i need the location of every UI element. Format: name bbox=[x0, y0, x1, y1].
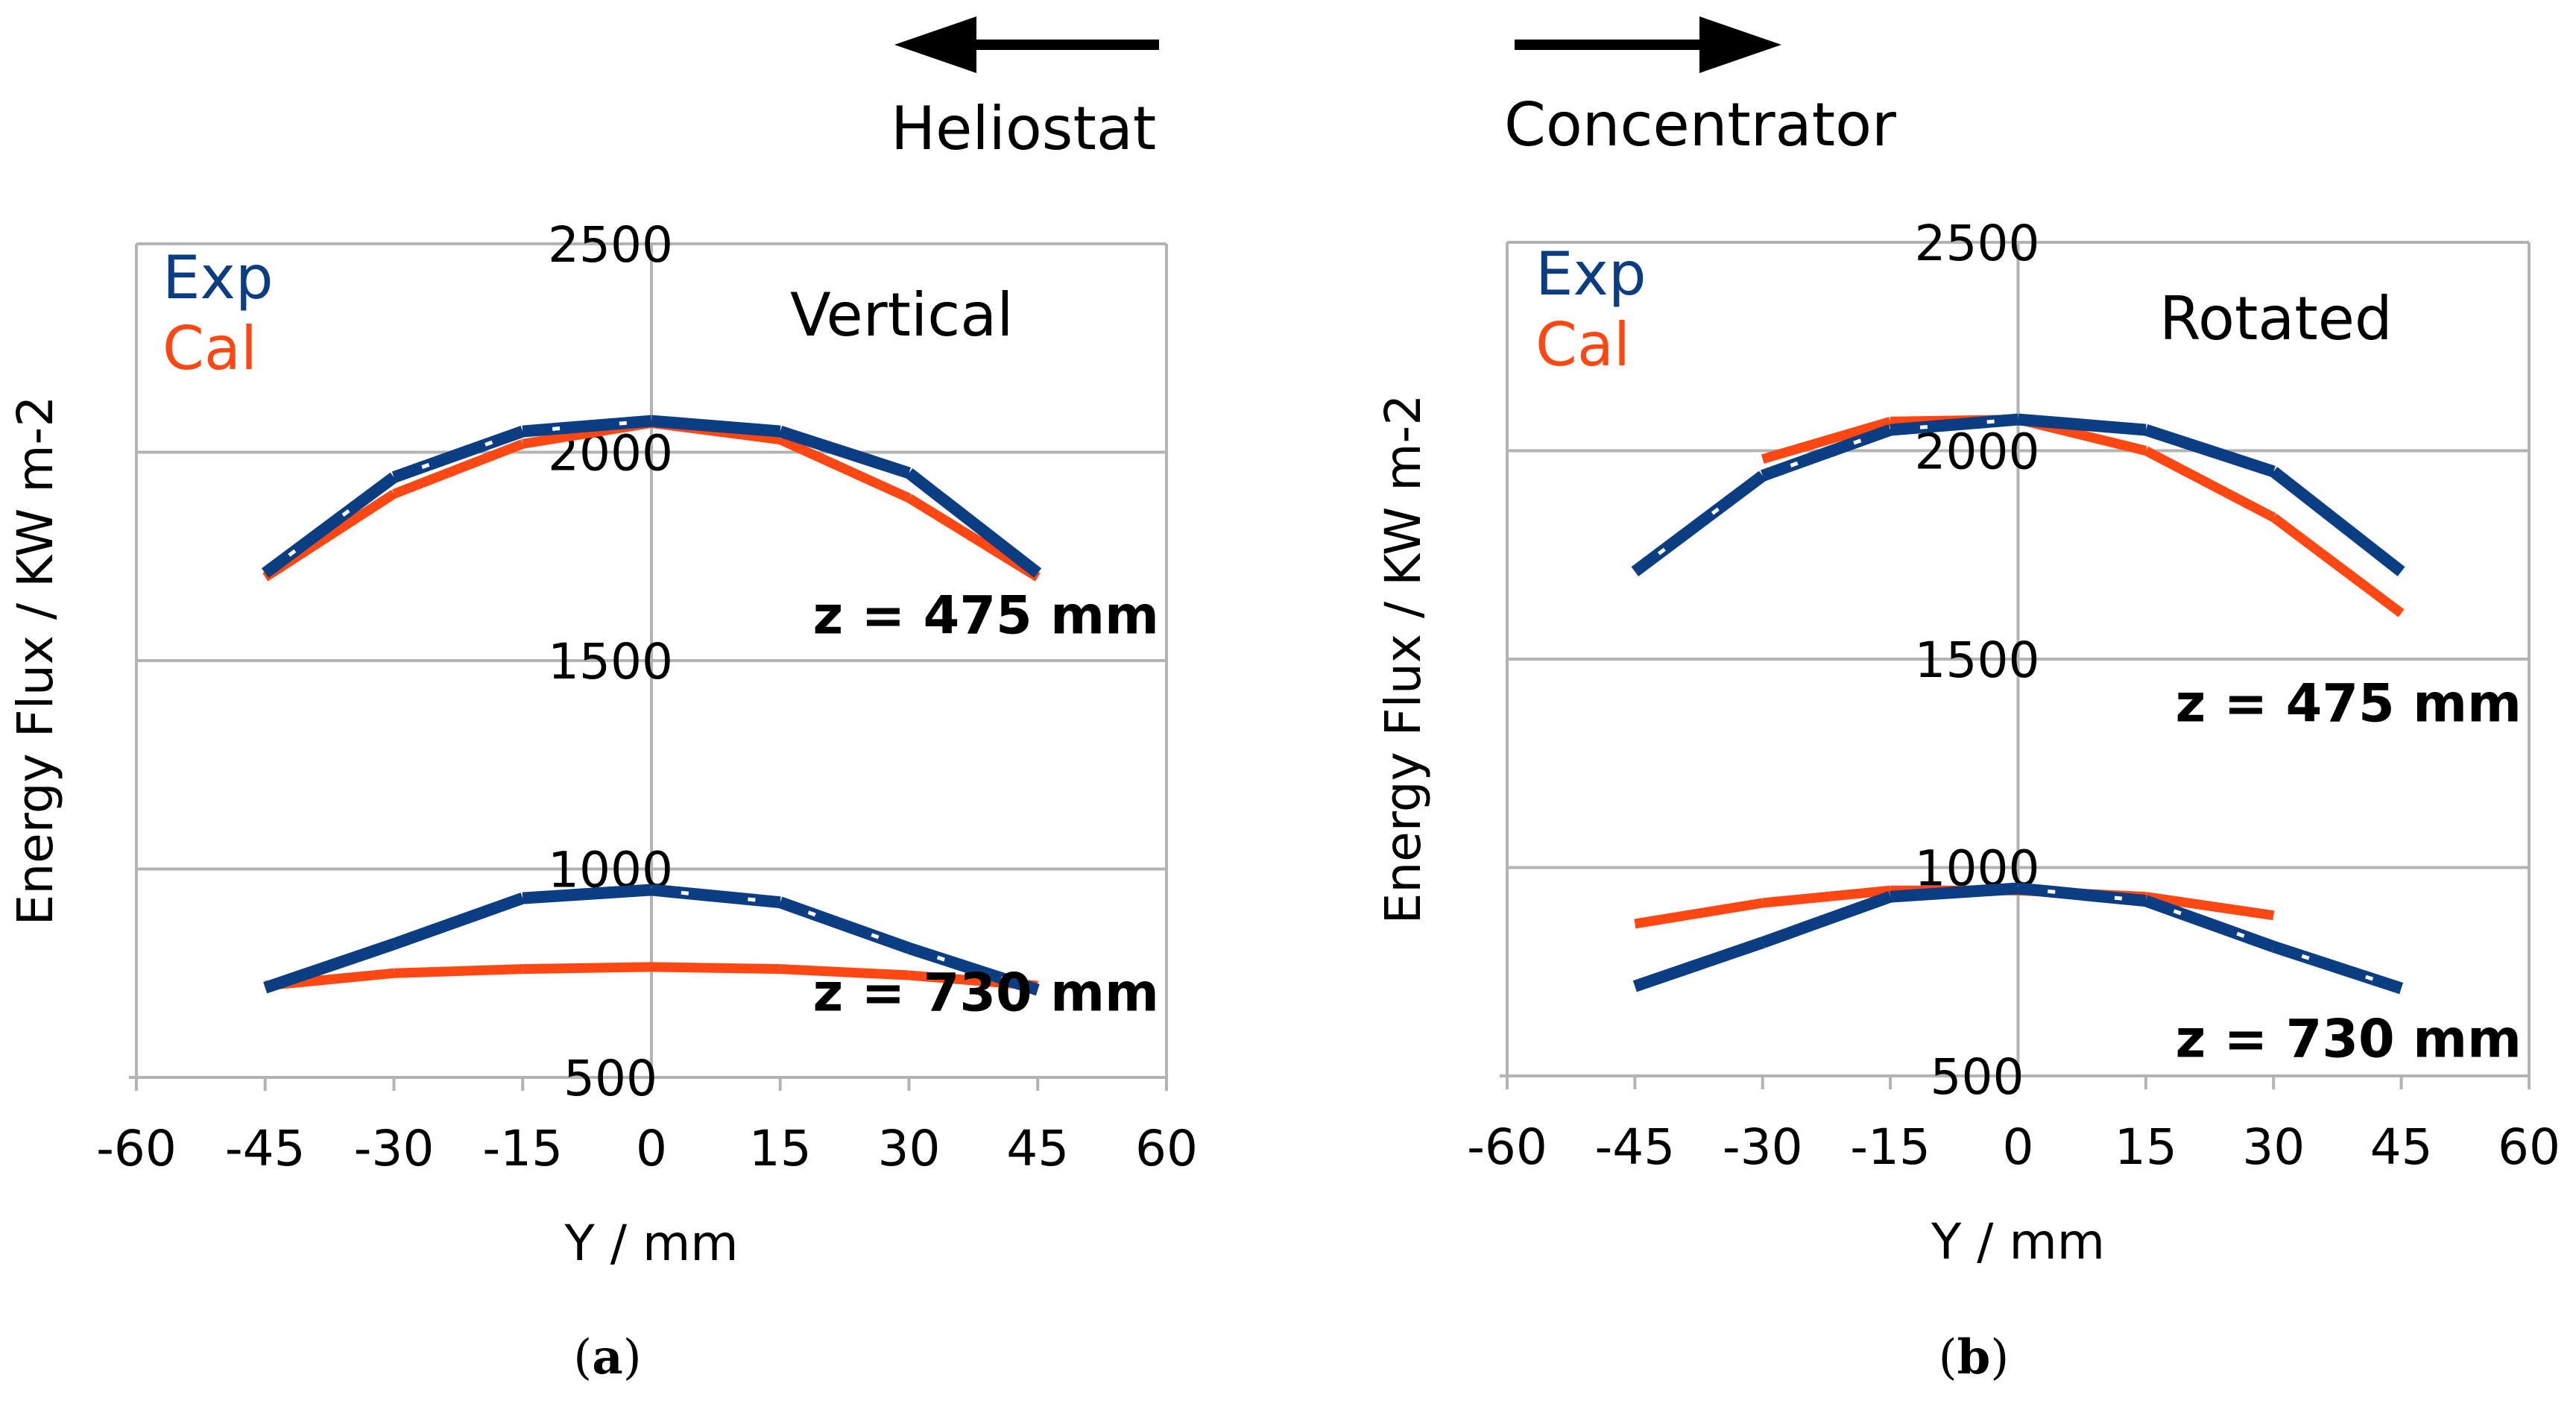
series-line-cal-z475-segment bbox=[778, 435, 912, 503]
left-arrow-head bbox=[894, 16, 976, 73]
x-tick-label: 30 bbox=[878, 1120, 941, 1177]
series-line-cal-z730-segment bbox=[394, 964, 523, 978]
heliostat-label: Heliostat bbox=[891, 94, 1156, 163]
caption-close-paren: ) bbox=[623, 1330, 642, 1385]
caption-letter: b bbox=[1957, 1329, 1991, 1385]
chart-panel-rotated: -60 -45 -30 -15 0 15 30 45 605001000150020002500… bbox=[1374, 215, 2560, 1385]
series-line-cal-z475-segment bbox=[392, 439, 525, 499]
y-tick-label: 2500 bbox=[1915, 215, 2040, 272]
y-tick-label: 1500 bbox=[1915, 632, 2040, 689]
legend-exp: Exp bbox=[1535, 239, 1647, 309]
x-axis-title: Y / mm bbox=[564, 1215, 738, 1272]
series-line-cal-z730-segment bbox=[1762, 885, 1891, 908]
series-line-exp-z730-segment bbox=[2144, 895, 2276, 953]
x-tick-label: 30 bbox=[2242, 1118, 2305, 1176]
x-tick-label: -15 bbox=[1850, 1118, 1931, 1176]
x-tick-label: -60 bbox=[96, 1120, 177, 1177]
series-line-cal-z475-segment bbox=[906, 494, 1041, 582]
y-axis-title: Energy Flux / KW m-2 bbox=[1374, 394, 1432, 925]
series-line-cal-z475-segment bbox=[2270, 513, 2405, 617]
series-line-cal-z730-segment bbox=[780, 964, 909, 980]
x-tick-label: -45 bbox=[1594, 1118, 1675, 1176]
x-tick-label: -15 bbox=[482, 1120, 563, 1177]
series-line-cal-z730-segment bbox=[1634, 898, 1764, 929]
legend-cal: Cal bbox=[162, 314, 257, 383]
series-line-exp-z475-segment bbox=[905, 468, 1042, 578]
series-line-exp-z730-segment bbox=[907, 942, 1040, 996]
x-tick-label: 15 bbox=[749, 1120, 812, 1177]
panel-caption: (a) bbox=[573, 1329, 641, 1385]
series-line-exp-z475-segment bbox=[522, 415, 652, 438]
series-line-exp-z730-segment bbox=[2017, 882, 2147, 907]
series-line-exp-z730-segment bbox=[651, 884, 781, 909]
caption-open-paren: ( bbox=[1939, 1330, 1957, 1385]
y-tick-label: 2500 bbox=[548, 216, 673, 274]
concentrator-direction: Concentrator bbox=[1504, 16, 1896, 160]
x-axis-title: Y / mm bbox=[1931, 1213, 2105, 1271]
x-tick-label: -45 bbox=[225, 1120, 306, 1177]
y-tick-label: 2000 bbox=[1915, 424, 2040, 481]
y-axis-title: Energy Flux / KW m-2 bbox=[7, 396, 64, 926]
series-line-cal-z730-segment bbox=[523, 962, 652, 975]
series-line-exp-z730-segment bbox=[2271, 941, 2404, 995]
caption-letter: a bbox=[592, 1329, 622, 1385]
series-line-exp-z475-segment bbox=[261, 472, 398, 579]
y-tick-label: 1500 bbox=[548, 633, 673, 690]
x-tick-label: 60 bbox=[1135, 1120, 1198, 1177]
series-line-cal-z475-segment bbox=[2143, 446, 2276, 522]
series-line-exp-z475-segment bbox=[1761, 424, 1892, 482]
series-line-exp-z730-segment bbox=[778, 896, 912, 954]
series-line-exp-z475-segment bbox=[2144, 424, 2276, 478]
series-line-exp-z730-segment bbox=[391, 892, 525, 950]
panel-title: Rotated bbox=[2159, 284, 2393, 353]
right-arrow-head bbox=[1699, 16, 1781, 73]
y-tick-label: 500 bbox=[564, 1050, 657, 1107]
series-line-exp-z475-segment bbox=[391, 426, 525, 483]
series-line-exp-z475-segment bbox=[2017, 413, 2147, 436]
x-tick-label: 15 bbox=[2115, 1118, 2177, 1176]
series-line-exp-z475-segment bbox=[1631, 470, 1767, 577]
y-tick-label: 500 bbox=[1931, 1048, 2024, 1106]
series-line-cal-z475-segment bbox=[1761, 417, 1892, 464]
panel-title: Vertical bbox=[790, 280, 1013, 350]
series-line-exp-z730-segment bbox=[1761, 891, 1892, 948]
z-annotation: z = 730 mm bbox=[812, 962, 1159, 1023]
series-line-exp-z730-segment bbox=[263, 938, 397, 994]
z-annotation: z = 730 mm bbox=[2175, 1009, 2522, 1070]
legend-cal: Cal bbox=[1535, 310, 1630, 380]
caption-close-paren: ) bbox=[1990, 1330, 2009, 1385]
x-tick-label: 0 bbox=[636, 1120, 667, 1177]
series-line-cal-z730-segment bbox=[651, 962, 780, 975]
concentrator-label: Concentrator bbox=[1504, 90, 1896, 160]
x-tick-label: 45 bbox=[2370, 1118, 2433, 1176]
legend-exp: Exp bbox=[162, 243, 274, 312]
panel-caption: (b) bbox=[1939, 1329, 2010, 1385]
x-tick-label: 0 bbox=[2003, 1118, 2034, 1176]
x-tick-label: -30 bbox=[354, 1120, 435, 1177]
x-tick-label: 45 bbox=[1006, 1120, 1069, 1177]
x-tick-label: -30 bbox=[1723, 1118, 1803, 1176]
series-line-exp-z730-segment bbox=[1632, 936, 1765, 992]
z-annotation: z = 475 mm bbox=[2175, 673, 2522, 734]
heliostat-direction: Heliostat bbox=[891, 16, 1159, 163]
chart-panel-vertical: -60 -45 -30 -15 0 15 30 45 605001000150020002500… bbox=[7, 216, 1198, 1385]
series-line-exp-z475-segment bbox=[778, 425, 911, 479]
caption-open-paren: ( bbox=[573, 1330, 592, 1385]
series-line-exp-z730-segment bbox=[522, 884, 652, 904]
z-annotation: z = 475 mm bbox=[812, 585, 1159, 646]
series-line-exp-z475-segment bbox=[1890, 413, 2019, 436]
series-line-exp-z475-segment bbox=[2270, 467, 2405, 576]
x-tick-label: -60 bbox=[1467, 1118, 1547, 1176]
series-line-cal-z730-segment bbox=[2144, 892, 2275, 921]
x-tick-label: 60 bbox=[2498, 1118, 2560, 1176]
series-line-exp-z730-segment bbox=[1890, 882, 2019, 903]
series-line-exp-z475-segment bbox=[651, 415, 781, 438]
